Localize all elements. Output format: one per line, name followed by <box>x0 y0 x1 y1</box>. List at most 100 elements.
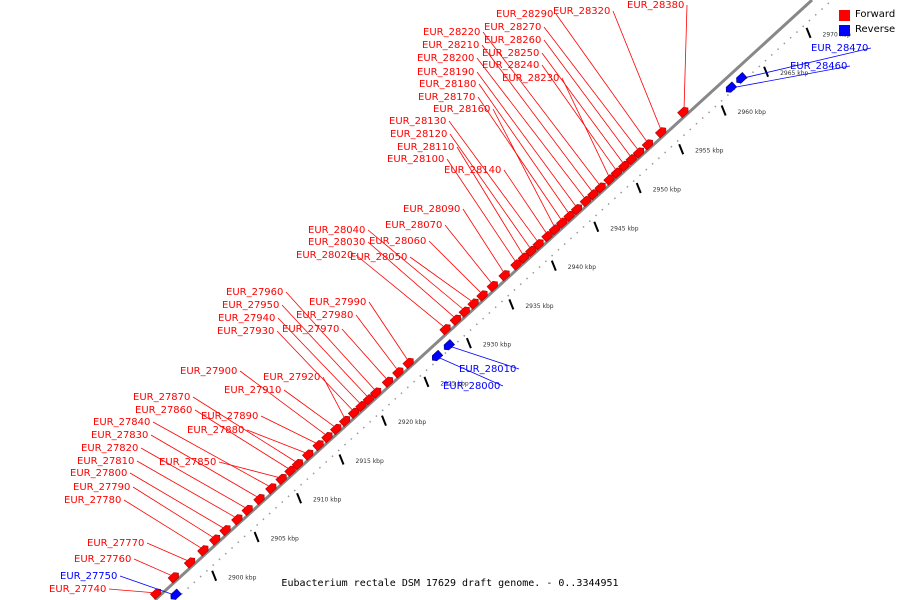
gene-label[interactable]: EUR_28050 <box>350 252 407 263</box>
gene-arrow[interactable] <box>625 152 639 166</box>
gene-arrow[interactable] <box>330 422 343 436</box>
gene-label[interactable]: EUR_27970 <box>282 324 339 335</box>
gene-label[interactable]: EUR_28210 <box>422 40 479 51</box>
gene-label[interactable]: EUR_27740 <box>49 584 106 595</box>
gene-label[interactable]: EUR_28220 <box>423 27 480 38</box>
gene-label[interactable]: EUR_28010 <box>459 364 516 375</box>
gene-label[interactable]: EUR_28290 <box>496 9 553 20</box>
gene-label[interactable]: EUR_27860 <box>135 405 192 416</box>
gene-label[interactable]: EUR_27890 <box>201 411 258 422</box>
gene-arrow[interactable] <box>197 544 211 557</box>
gene-label[interactable]: EUR_28190 <box>417 67 474 78</box>
gene-label[interactable]: EUR_28270 <box>484 22 541 33</box>
gene-arrow[interactable] <box>556 216 569 229</box>
gene-label[interactable]: EUR_27910 <box>224 385 281 396</box>
gene-arrow[interactable] <box>532 237 546 251</box>
gene-label[interactable]: EUR_27960 <box>226 287 283 298</box>
gene-label[interactable]: EUR_27870 <box>133 392 190 403</box>
gene-arrow[interactable] <box>167 571 181 584</box>
gene-arrow[interactable] <box>241 503 255 517</box>
gene-arrow[interactable] <box>724 81 738 95</box>
gene-label[interactable]: EUR_28320 <box>553 6 610 17</box>
gene-arrow[interactable] <box>291 457 305 471</box>
gene-label[interactable]: EUR_27790 <box>73 482 130 493</box>
gene-label[interactable]: EUR_27780 <box>64 495 121 506</box>
gene-arrow[interactable] <box>370 386 383 399</box>
gene-arrow[interactable] <box>302 448 315 461</box>
gene-arrow[interactable] <box>579 194 593 208</box>
gene-label[interactable]: EUR_27950 <box>222 300 279 311</box>
gene-label[interactable]: EUR_28160 <box>433 104 490 115</box>
gene-arrow[interactable] <box>594 181 608 194</box>
gene-arrow[interactable] <box>209 533 222 546</box>
gene-arrow[interactable] <box>677 105 691 119</box>
gene-label[interactable]: EUR_28060 <box>369 236 426 247</box>
gene-arrow[interactable] <box>734 72 748 85</box>
gene-arrow[interactable] <box>563 209 577 223</box>
gene-arrow[interactable] <box>442 339 456 352</box>
gene-label[interactable]: EUR_28110 <box>397 142 454 153</box>
gene-label[interactable]: EUR_28200 <box>417 53 474 64</box>
gene-label[interactable]: EUR_27900 <box>180 366 237 377</box>
gene-arrow[interactable] <box>321 430 335 444</box>
gene-arrow[interactable] <box>219 523 233 537</box>
gene-label[interactable]: EUR_28260 <box>484 35 541 46</box>
gene-arrow[interactable] <box>510 258 524 271</box>
gene-label[interactable]: EUR_28230 <box>502 73 559 84</box>
gene-label[interactable]: EUR_27930 <box>217 326 274 337</box>
gene-label[interactable]: EUR_27820 <box>81 443 138 454</box>
gene-label[interactable]: EUR_28120 <box>390 129 447 140</box>
gene-label[interactable]: EUR_27840 <box>93 417 150 428</box>
gene-arrow[interactable] <box>231 513 245 526</box>
gene-label[interactable]: EUR_28040 <box>308 225 365 236</box>
gene-label[interactable]: EUR_28380 <box>627 0 684 11</box>
gene-arrow[interactable] <box>430 349 444 363</box>
gene-label[interactable]: EUR_27760 <box>74 554 131 565</box>
gene-label[interactable]: EUR_27810 <box>77 456 134 467</box>
gene-arrow[interactable] <box>458 305 472 318</box>
gene-arrow[interactable] <box>362 392 376 406</box>
gene-label[interactable]: EUR_27990 <box>309 297 366 308</box>
gene-label[interactable]: EUR_28460 <box>790 61 847 72</box>
gene-label[interactable]: EUR_28250 <box>482 48 539 59</box>
gene-arrow[interactable] <box>347 406 361 419</box>
gene-label[interactable]: EUR_27770 <box>87 538 144 549</box>
gene-arrow[interactable] <box>641 138 655 151</box>
gene-arrow[interactable] <box>183 556 197 569</box>
gene-arrow[interactable] <box>439 322 453 336</box>
gene-label[interactable]: EUR_27880 <box>187 425 244 436</box>
gene-label[interactable]: EUR_28100 <box>387 154 444 165</box>
gene-arrow[interactable] <box>253 492 267 506</box>
gene-label[interactable]: EUR_27920 <box>263 372 320 383</box>
gene-arrow[interactable] <box>467 297 481 310</box>
gene-arrow[interactable] <box>618 159 631 173</box>
gene-label[interactable]: EUR_27980 <box>296 310 353 321</box>
gene-label[interactable]: EUR_28130 <box>389 116 446 127</box>
gene-arrow[interactable] <box>498 268 512 282</box>
gene-arrow[interactable] <box>476 289 490 302</box>
gene-arrow[interactable] <box>570 202 584 216</box>
gene-label[interactable]: EUR_28000 <box>443 381 500 392</box>
gene-label[interactable]: EUR_27850 <box>159 457 216 468</box>
gene-label[interactable]: EUR_28240 <box>482 60 539 71</box>
gene-arrow[interactable] <box>610 166 624 179</box>
gene-arrow[interactable] <box>392 366 406 379</box>
gene-arrow[interactable] <box>265 482 279 495</box>
gene-label[interactable]: EUR_28070 <box>385 220 442 231</box>
gene-arrow[interactable] <box>312 438 326 452</box>
gene-label[interactable]: EUR_28020 <box>296 250 353 261</box>
gene-arrow[interactable] <box>381 375 395 388</box>
gene-arrow[interactable] <box>355 399 369 413</box>
gene-arrow[interactable] <box>275 472 289 486</box>
gene-label[interactable]: EUR_27830 <box>91 430 148 441</box>
gene-arrow[interactable] <box>402 356 416 370</box>
gene-arrow[interactable] <box>169 588 182 600</box>
gene-arrow[interactable] <box>632 146 646 159</box>
gene-arrow[interactable] <box>587 187 600 201</box>
gene-arrow[interactable] <box>449 313 463 326</box>
gene-label[interactable]: EUR_28030 <box>308 237 365 248</box>
gene-label[interactable]: EUR_28140 <box>444 165 501 176</box>
gene-arrow[interactable] <box>525 244 538 258</box>
gene-label[interactable]: EUR_27750 <box>60 571 117 582</box>
gene-label[interactable]: EUR_28170 <box>418 92 475 103</box>
